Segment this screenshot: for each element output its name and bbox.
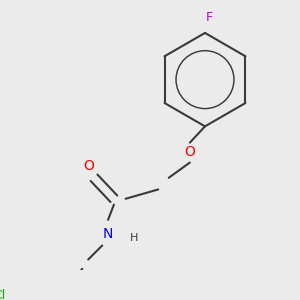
Text: H: H (130, 233, 139, 244)
Text: N: N (103, 227, 113, 241)
Text: O: O (184, 145, 195, 159)
Text: O: O (83, 159, 94, 173)
Text: F: F (206, 11, 213, 24)
Text: Cl: Cl (0, 289, 6, 300)
